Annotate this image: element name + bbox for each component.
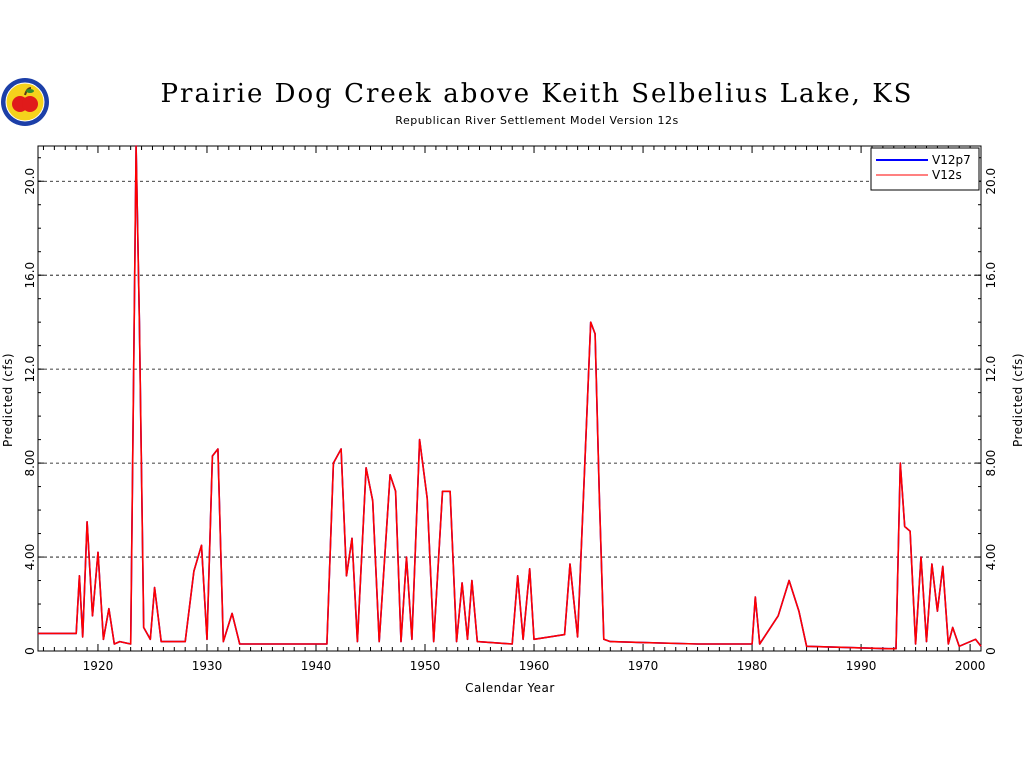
plot-frame	[37, 145, 982, 652]
x-tick-label: 1950	[410, 659, 441, 673]
x-axis-label: Calendar Year	[465, 681, 555, 695]
grid-lines	[38, 180, 981, 558]
y-tick-label-left: 12.0	[23, 356, 37, 383]
y-tick-label-right: 0	[984, 647, 998, 655]
chart-title: Prairie Dog Creek above Keith Selbelius …	[161, 79, 914, 109]
y-tick-label-left: 4.00	[23, 544, 37, 571]
x-tick-label: 1960	[519, 659, 550, 673]
apple-logo-icon	[1, 78, 49, 126]
y-tick-label-right: 12.0	[984, 356, 998, 383]
series-layer	[38, 145, 982, 650]
x-tick-label: 2000	[955, 659, 986, 673]
legend-label-v12p7: V12p7	[932, 153, 971, 167]
y-tick-label-right: 8.00	[984, 450, 998, 477]
y-tick-label-right: 4.00	[984, 544, 998, 571]
y-tick-label-left: 0	[23, 647, 37, 655]
legend-box	[870, 147, 980, 191]
y-axis-label-left: Predicted (cfs)	[1, 353, 15, 447]
x-tick-label: 1920	[83, 659, 114, 673]
x-tick-label: 1940	[301, 659, 332, 673]
y-axis-label-right: Predicted (cfs)	[1011, 353, 1024, 447]
legend-label-v12s: V12s	[932, 168, 962, 182]
chart-subtitle: Republican River Settlement Model Versio…	[395, 114, 678, 127]
y-tick-label-left: 16.0	[23, 262, 37, 289]
x-tick-label: 1930	[192, 659, 223, 673]
y-tick-label-left: 20.0	[23, 168, 37, 195]
x-tick-label: 1970	[628, 659, 659, 673]
x-tick-label: 1990	[846, 659, 877, 673]
x-tick-label: 1980	[737, 659, 768, 673]
legend: V12p7 V12s	[870, 147, 980, 191]
series-line-v12s	[38, 145, 982, 650]
y-tick-label-right: 20.0	[984, 168, 998, 195]
y-tick-label-right: 16.0	[984, 262, 998, 289]
y-tick-label-left: 8.00	[23, 450, 37, 477]
series-line-v12p7	[38, 145, 982, 650]
axis-ticks: 0 0 4.00 4.00 8.00 8.00 12.0 12.0 16.0 16.0 20.0 20…	[23, 146, 998, 673]
